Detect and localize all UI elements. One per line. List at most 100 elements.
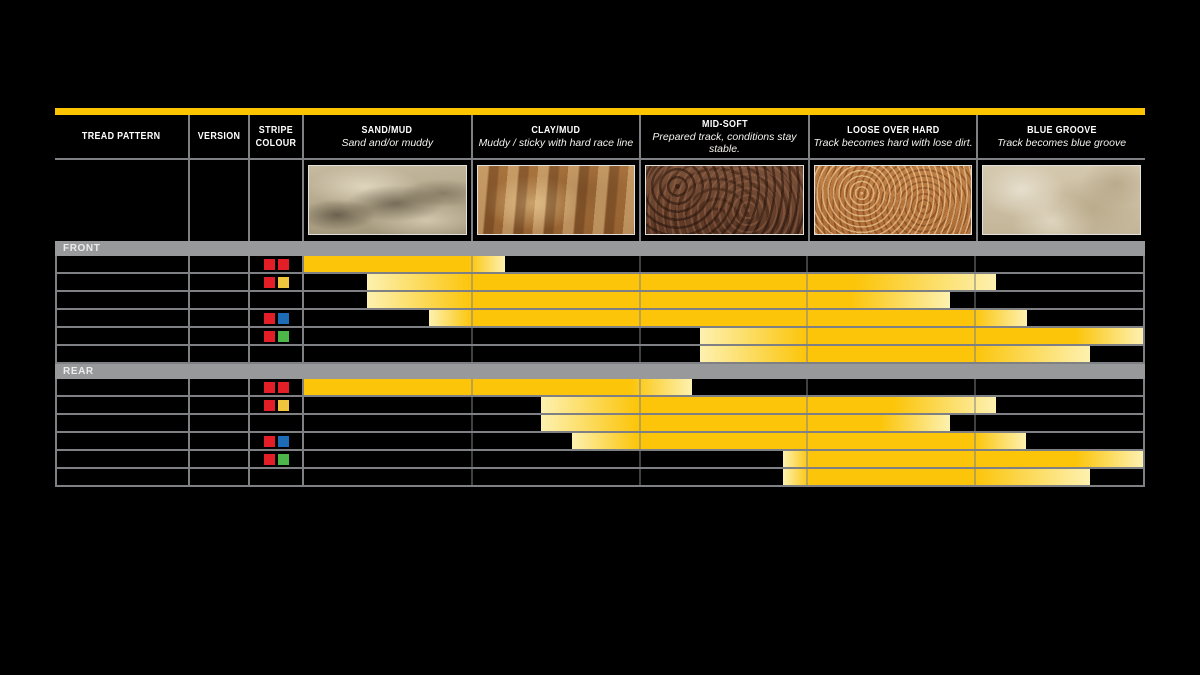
terrain-column-divider	[470, 379, 473, 395]
stripe-colour-cell	[248, 451, 302, 467]
stripe-colour-cell	[248, 415, 302, 431]
terrain-photo-clay-mud	[476, 165, 636, 235]
terrain-bar-zone	[302, 292, 1143, 308]
terrain-column-divider	[470, 469, 473, 485]
suitability-bar	[783, 469, 1091, 485]
column-title: STRIPE COLOUR	[255, 124, 297, 149]
version-cell	[188, 346, 248, 362]
terrain-column-divider	[806, 346, 809, 362]
terrain-bar-zone	[302, 310, 1143, 326]
terrain-bar-zone	[302, 451, 1143, 467]
terrain-column-divider	[638, 415, 641, 431]
terrain-column-divider	[638, 328, 641, 344]
header-row: TREAD PATTERN VERSION STRIPE COLOUR SAND…	[55, 115, 1145, 160]
terrain-photo-loose-over-hard	[813, 165, 973, 235]
suitability-bar	[304, 256, 505, 272]
stripe-swatch-red	[263, 330, 275, 342]
terrain-column-divider	[806, 469, 809, 485]
suitability-bar	[783, 451, 1143, 467]
terrain-column-divider	[638, 274, 641, 290]
suitability-bar	[700, 346, 1091, 362]
version-cell	[188, 379, 248, 395]
stripe-swatch-yellow	[277, 399, 289, 411]
section-band-front: FRONT	[55, 241, 1145, 256]
stripe-colour-cell	[248, 310, 302, 326]
terrain-column-divider	[638, 397, 641, 413]
terrain-bar-zone	[302, 346, 1143, 362]
stripe-colour-cell	[248, 274, 302, 290]
tread-row	[57, 397, 1143, 415]
tread-row	[57, 469, 1143, 487]
version-cell	[188, 451, 248, 467]
terrain-bar-zone	[302, 328, 1143, 344]
version-cell	[188, 415, 248, 431]
column-title: LOOSE OVER HARD	[846, 123, 940, 136]
stripe-swatch-green	[277, 453, 289, 465]
front-rows	[55, 256, 1145, 364]
stripe-colour-cell	[248, 292, 302, 308]
tread-pattern-cell	[57, 256, 188, 272]
version-cell	[188, 274, 248, 290]
stripe-swatch-red	[277, 381, 289, 393]
tread-row	[57, 379, 1143, 397]
terrain-bar-zone	[302, 415, 1143, 431]
column-title: SAND/MUD	[361, 123, 413, 136]
terrain-column-divider	[638, 433, 641, 449]
terrain-column-divider	[806, 292, 809, 308]
stripe-swatch-blue	[277, 435, 289, 447]
terrain-column-divider	[974, 451, 977, 467]
tread-row	[57, 415, 1143, 433]
stripe-swatch-red	[277, 258, 289, 270]
stripe-swatch-red	[263, 453, 275, 465]
suitability-bar	[366, 274, 997, 290]
stripe-swatch-red	[263, 312, 275, 324]
column-subtitle: Prepared track, conditions stay stable.	[652, 130, 797, 156]
stripe-swatch-red	[263, 399, 275, 411]
tread-row	[57, 328, 1143, 346]
terrain-column-divider	[638, 256, 641, 272]
section-label: FRONT	[63, 243, 101, 254]
terrain-column-divider	[974, 328, 977, 344]
header-sand-mud: SAND/MUD Sand and/or muddy	[302, 115, 471, 158]
terrain-column-divider	[470, 310, 473, 326]
column-title: BLUE GROOVE	[1026, 123, 1097, 136]
header-version: VERSION	[188, 115, 248, 158]
tread-pattern-cell	[57, 274, 188, 290]
tyre-terrain-chart: TREAD PATTERN VERSION STRIPE COLOUR SAND…	[55, 108, 1145, 487]
suitability-bar	[571, 433, 1026, 449]
terrain-bar-zone	[302, 256, 1143, 272]
section-band-rear: REAR	[55, 364, 1145, 379]
header-mid-soft: MID-SOFT Prepared track, conditions stay…	[639, 115, 808, 158]
suitability-bar	[429, 310, 1028, 326]
terrain-column-divider	[638, 292, 641, 308]
tread-pattern-cell	[57, 379, 188, 395]
tread-pattern-cell	[57, 451, 188, 467]
terrain-photo-blue-groove	[982, 165, 1141, 235]
stripe-swatch-red	[263, 258, 275, 270]
stripe-swatch-green	[277, 330, 289, 342]
section-label: REAR	[63, 366, 94, 377]
terrain-column-divider	[470, 397, 473, 413]
suitability-bar	[541, 415, 950, 431]
tread-pattern-cell	[57, 292, 188, 308]
tread-pattern-cell	[57, 469, 188, 485]
version-cell	[188, 256, 248, 272]
terrain-bar-zone	[302, 379, 1143, 395]
terrain-column-divider	[470, 256, 473, 272]
stripe-colour-cell	[248, 328, 302, 344]
tread-pattern-cell	[57, 397, 188, 413]
terrain-column-divider	[806, 415, 809, 431]
terrain-photo-sand-mud	[308, 165, 467, 235]
column-subtitle: Track becomes blue groove	[997, 136, 1127, 149]
terrain-column-divider	[470, 292, 473, 308]
stripe-colour-cell	[248, 433, 302, 449]
terrain-column-divider	[806, 256, 809, 272]
header-blue-groove: BLUE GROOVE Track becomes blue groove	[976, 115, 1145, 158]
terrain-column-divider	[974, 292, 977, 308]
header-loose-over-hard: LOOSE OVER HARD Track becomes hard with …	[807, 115, 977, 158]
terrain-column-divider	[638, 379, 641, 395]
suitability-bar	[541, 397, 997, 413]
terrain-column-divider	[806, 274, 809, 290]
column-title: CLAY/MUD	[531, 123, 581, 136]
